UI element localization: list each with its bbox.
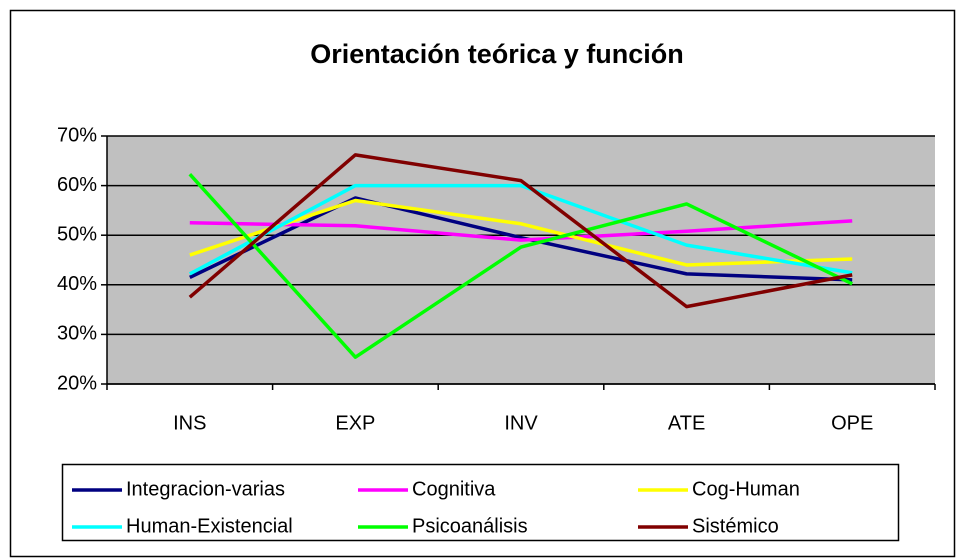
legend-label: Cognitiva: [412, 478, 496, 500]
y-tick-label: 60%: [57, 174, 97, 196]
legend-label: Psicoanálisis: [412, 515, 528, 537]
y-tick-label: 70%: [57, 124, 97, 146]
legend: [61, 463, 900, 542]
x-tick-label: INS: [173, 412, 206, 434]
series-line: [188, 153, 853, 309]
legend-label: Human-Existencial: [126, 515, 293, 537]
series-line: [188, 183, 853, 276]
y-tick-label: 50%: [57, 223, 97, 245]
legend-label: Integracion-varias: [126, 478, 285, 500]
series-line: [188, 173, 853, 359]
y-tick-label: 30%: [57, 323, 97, 345]
series-line: [189, 198, 853, 267]
x-tick-label: OPE: [831, 412, 873, 434]
legend-label: Cog-Human: [692, 478, 800, 500]
chart-title: Orientación teórica y función: [310, 39, 684, 69]
x-tick-label: EXP: [335, 412, 375, 434]
x-tick-label: INV: [504, 412, 538, 434]
series-line: [189, 219, 853, 242]
y-tick-label: 40%: [57, 273, 97, 295]
y-tick-label: 20%: [57, 372, 97, 394]
x-tick-label: ATE: [668, 412, 705, 434]
legend-label: Sistémico: [692, 515, 779, 537]
